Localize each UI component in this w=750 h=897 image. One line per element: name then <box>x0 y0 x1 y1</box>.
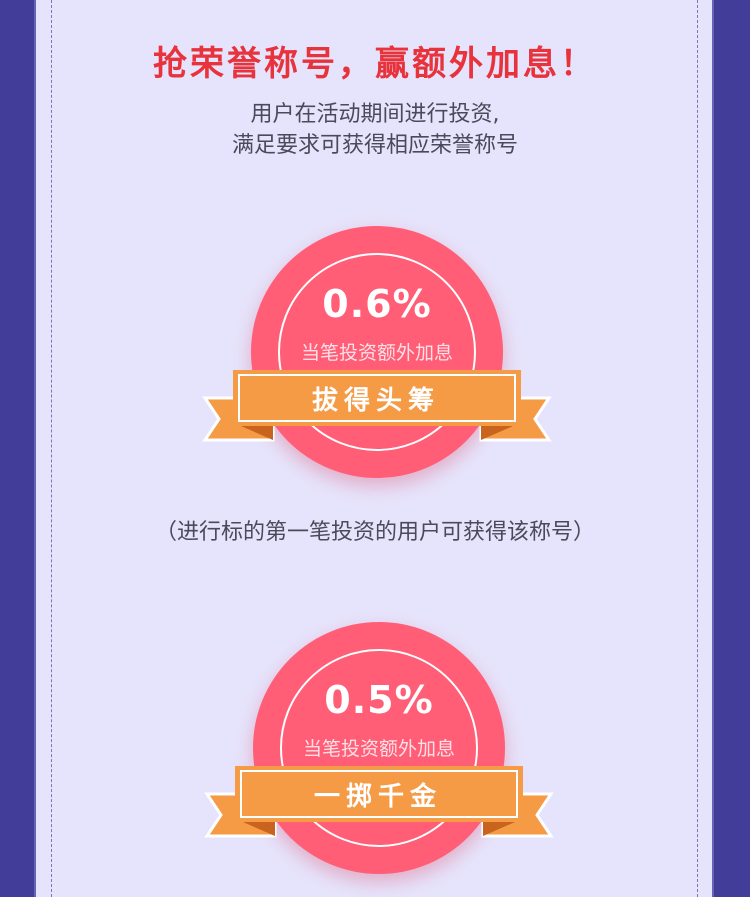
badge-inner-ring <box>280 649 478 847</box>
honor-badge-2: 0.5% 当笔投资额外加息 一掷千金 <box>203 622 563 892</box>
dashed-border-right <box>697 0 698 897</box>
badge-inner-ring <box>278 253 476 451</box>
badge-subtitle: 当笔投资额外加息 <box>302 738 455 760</box>
badge-title: 拔得头筹 <box>311 386 440 416</box>
badge-note: （进行标的第一笔投资的用户可获得该称号） <box>154 520 595 545</box>
honor-badge-1: 0.6% 当笔投资额外加息 拔得头筹 <box>201 226 561 496</box>
dashed-border-left <box>51 0 52 897</box>
badge-rate: 0.6% <box>322 282 432 326</box>
headline: 抢荣誉称号，赢额外加息！ <box>153 44 597 84</box>
ribbon-icon <box>202 370 552 442</box>
badge-rate: 0.5% <box>324 678 434 722</box>
intro-line-2: 满足要求可获得相应荣誉称号 <box>231 133 518 158</box>
badge-subtitle: 当笔投资额外加息 <box>300 342 453 364</box>
ribbon-icon <box>204 766 554 838</box>
intro-line-1: 用户在活动期间进行投资, <box>250 102 500 127</box>
badge-title: 一掷千金 <box>313 782 442 812</box>
